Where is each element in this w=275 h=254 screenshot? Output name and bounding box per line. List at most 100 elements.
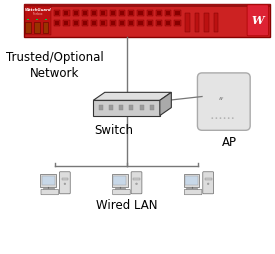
Bar <box>64 11 68 15</box>
Bar <box>110 10 116 16</box>
Text: AP: AP <box>221 136 236 149</box>
Bar <box>24 4 270 37</box>
Bar <box>138 10 144 16</box>
Bar <box>119 105 123 110</box>
Bar <box>83 11 87 15</box>
Bar <box>128 20 134 26</box>
Bar <box>157 11 161 15</box>
Bar <box>99 105 103 110</box>
Ellipse shape <box>219 117 221 119</box>
Bar <box>128 10 134 16</box>
Bar <box>140 105 144 110</box>
Bar <box>120 21 124 25</box>
Text: Firebox: Firebox <box>33 12 43 16</box>
Bar <box>63 20 70 26</box>
Bar <box>174 20 181 26</box>
Bar <box>100 10 106 16</box>
Bar <box>174 10 181 16</box>
Bar <box>25 22 31 33</box>
Bar <box>91 20 97 26</box>
Bar <box>111 21 115 25</box>
Bar <box>120 11 124 15</box>
Bar <box>100 20 106 26</box>
Bar <box>92 11 96 15</box>
Bar <box>133 178 140 180</box>
Bar <box>55 21 59 25</box>
Bar <box>186 188 197 191</box>
Ellipse shape <box>224 117 226 119</box>
Bar <box>129 105 133 110</box>
Bar <box>138 20 144 26</box>
Bar <box>73 20 79 26</box>
Ellipse shape <box>216 117 217 119</box>
Bar <box>147 10 153 16</box>
Bar <box>119 20 125 26</box>
Bar <box>25 6 51 35</box>
Bar <box>195 13 199 32</box>
Bar <box>62 178 68 180</box>
FancyBboxPatch shape <box>113 189 130 195</box>
Polygon shape <box>93 100 160 116</box>
Bar <box>55 11 59 15</box>
Bar <box>214 13 218 32</box>
Bar <box>45 19 47 20</box>
Bar <box>165 20 171 26</box>
Text: AP: AP <box>219 97 224 101</box>
Bar <box>119 10 125 16</box>
FancyBboxPatch shape <box>247 5 268 36</box>
Polygon shape <box>93 92 171 100</box>
Bar <box>54 10 60 16</box>
Bar <box>27 19 29 20</box>
Bar <box>175 21 180 25</box>
Bar <box>175 11 180 15</box>
Bar <box>83 21 87 25</box>
Bar <box>156 10 162 16</box>
FancyBboxPatch shape <box>41 189 59 195</box>
Ellipse shape <box>211 117 213 119</box>
Bar <box>110 20 116 26</box>
Bar <box>156 20 162 26</box>
Text: WatchGuard: WatchGuard <box>25 8 51 12</box>
Bar <box>114 188 125 191</box>
Bar <box>74 11 78 15</box>
FancyBboxPatch shape <box>203 172 214 194</box>
Bar <box>185 13 190 32</box>
Text: W: W <box>251 15 264 26</box>
Text: Wired LAN: Wired LAN <box>96 199 157 212</box>
FancyBboxPatch shape <box>184 189 202 195</box>
Bar <box>166 11 170 15</box>
Bar <box>129 21 133 25</box>
Ellipse shape <box>207 183 209 185</box>
Bar <box>91 10 97 16</box>
Bar <box>147 20 153 26</box>
Bar <box>157 21 161 25</box>
Bar <box>204 13 209 32</box>
FancyBboxPatch shape <box>197 73 250 130</box>
Bar <box>165 10 171 16</box>
Bar <box>129 11 133 15</box>
Bar <box>166 21 170 25</box>
Ellipse shape <box>64 183 66 185</box>
Bar <box>34 22 40 33</box>
FancyBboxPatch shape <box>59 172 70 194</box>
Bar <box>114 176 126 185</box>
Bar <box>92 21 96 25</box>
Bar <box>148 11 152 15</box>
Bar <box>24 4 270 7</box>
Bar <box>184 174 199 187</box>
Bar <box>111 11 115 15</box>
Bar <box>101 11 106 15</box>
Bar <box>54 20 60 26</box>
Bar <box>150 105 154 110</box>
Bar <box>63 10 70 16</box>
Bar <box>185 176 198 185</box>
Polygon shape <box>160 92 171 116</box>
FancyBboxPatch shape <box>131 172 142 194</box>
Bar <box>205 178 211 180</box>
Bar <box>40 174 56 187</box>
Bar <box>43 22 48 33</box>
Bar <box>36 19 38 20</box>
Bar <box>82 10 88 16</box>
Bar <box>138 21 142 25</box>
Text: Trusted/Optional
Network: Trusted/Optional Network <box>6 51 104 80</box>
